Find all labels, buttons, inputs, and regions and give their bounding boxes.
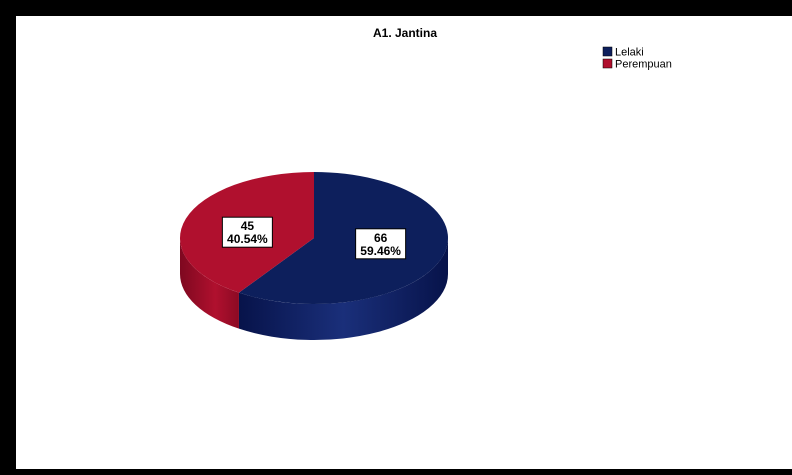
data-label-percent: 40.54% <box>227 232 268 246</box>
pie-sides <box>180 238 448 340</box>
legend-label-perempuan: Perempuan <box>615 59 672 71</box>
data-label-box <box>355 228 407 260</box>
data-label-count: 45 <box>241 219 255 233</box>
legend-swatch-lelaki <box>602 46 613 57</box>
legend-swatch-perempuan <box>602 58 613 69</box>
data-label-count: 66 <box>374 231 388 245</box>
pie-side-lelaki <box>238 238 448 340</box>
data-label-percent: 59.46% <box>360 244 401 258</box>
pie-slice-lelaki <box>238 172 448 305</box>
data-label-box <box>221 216 273 248</box>
legend-label-lelaki: Lelaki <box>615 47 644 59</box>
pie-side-perempuan <box>180 238 239 329</box>
chart-title: A1. Jantina <box>373 26 437 40</box>
pie-tops <box>180 172 448 305</box>
